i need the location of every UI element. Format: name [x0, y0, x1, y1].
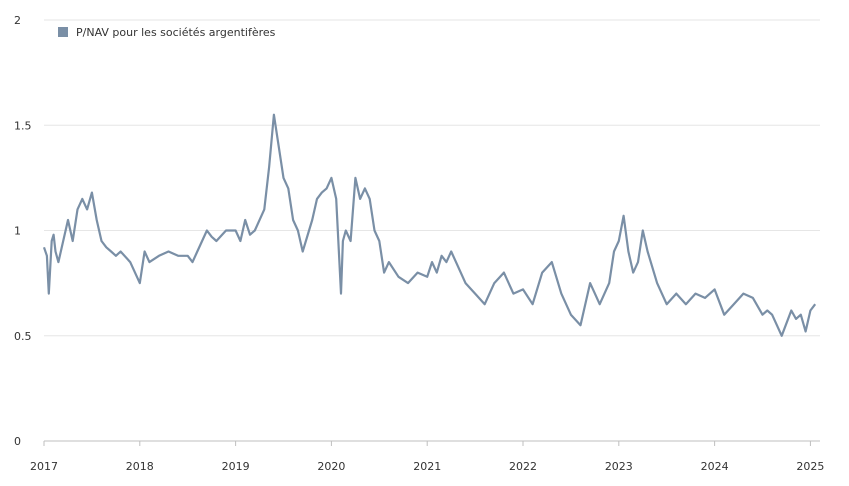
y-tick-label: 0 [14, 435, 21, 448]
series-layer [42, 113, 817, 337]
gridlines [44, 19, 820, 337]
y-axis-ticks: 0 0.5 1 1.5 2 [14, 14, 32, 448]
x-tick-label: 2018 [126, 460, 154, 473]
legend-label: P/NAV pour les sociétés argentifères [76, 26, 276, 39]
x-tick-label: 2024 [701, 460, 729, 473]
y-tick-label: 2 [14, 14, 21, 27]
x-tick-label: 2022 [509, 460, 537, 473]
x-axis: 2017 2018 2019 2020 2021 2022 2023 2024 2025 [30, 440, 824, 473]
y-tick-label: 1.5 [14, 119, 32, 132]
y-tick-label: 1 [14, 225, 21, 238]
series-line [42, 113, 817, 337]
x-tick-label: 2020 [317, 460, 345, 473]
legend-swatch [58, 27, 68, 37]
x-tick-label: 2023 [605, 460, 633, 473]
y-tick-label: 0.5 [14, 330, 32, 343]
x-tick-label: 2019 [222, 460, 250, 473]
x-tick-label: 2021 [413, 460, 441, 473]
x-tick-label: 2017 [30, 460, 58, 473]
x-tick-label: 2025 [796, 460, 824, 473]
legend: P/NAV pour les sociétés argentifères [58, 26, 276, 39]
